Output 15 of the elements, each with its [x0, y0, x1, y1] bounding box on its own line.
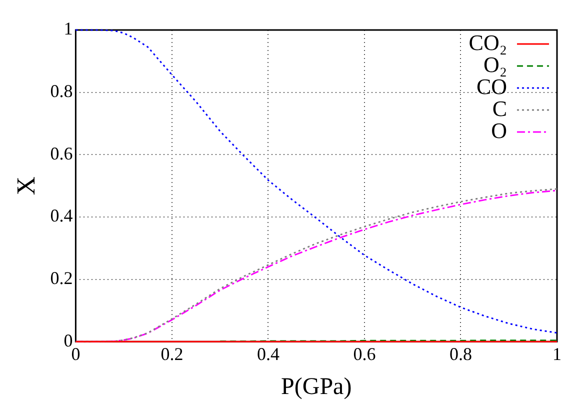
x-tick-label: 0.4 — [256, 344, 280, 364]
y-tick-label: 0 — [64, 330, 73, 350]
x-axis-title: P(GPa) — [281, 374, 352, 400]
x-tick-label: 1 — [552, 344, 562, 364]
x-tick-label: 0.2 — [160, 344, 184, 364]
x-tick-label: 0.8 — [449, 344, 472, 364]
y-tick-label: 0.2 — [50, 268, 73, 288]
y-tick-label: 0.8 — [50, 81, 73, 102]
line-series — [74, 29, 558, 334]
y-axis-title: X — [11, 176, 40, 196]
y-tick-label: 0.6 — [50, 143, 73, 164]
legend-label: CO₂ — [468, 30, 507, 55]
x-tick-label: 0.6 — [353, 344, 376, 364]
y-tick-label: 1 — [64, 18, 73, 39]
y-tick-label: 0.4 — [50, 206, 73, 226]
